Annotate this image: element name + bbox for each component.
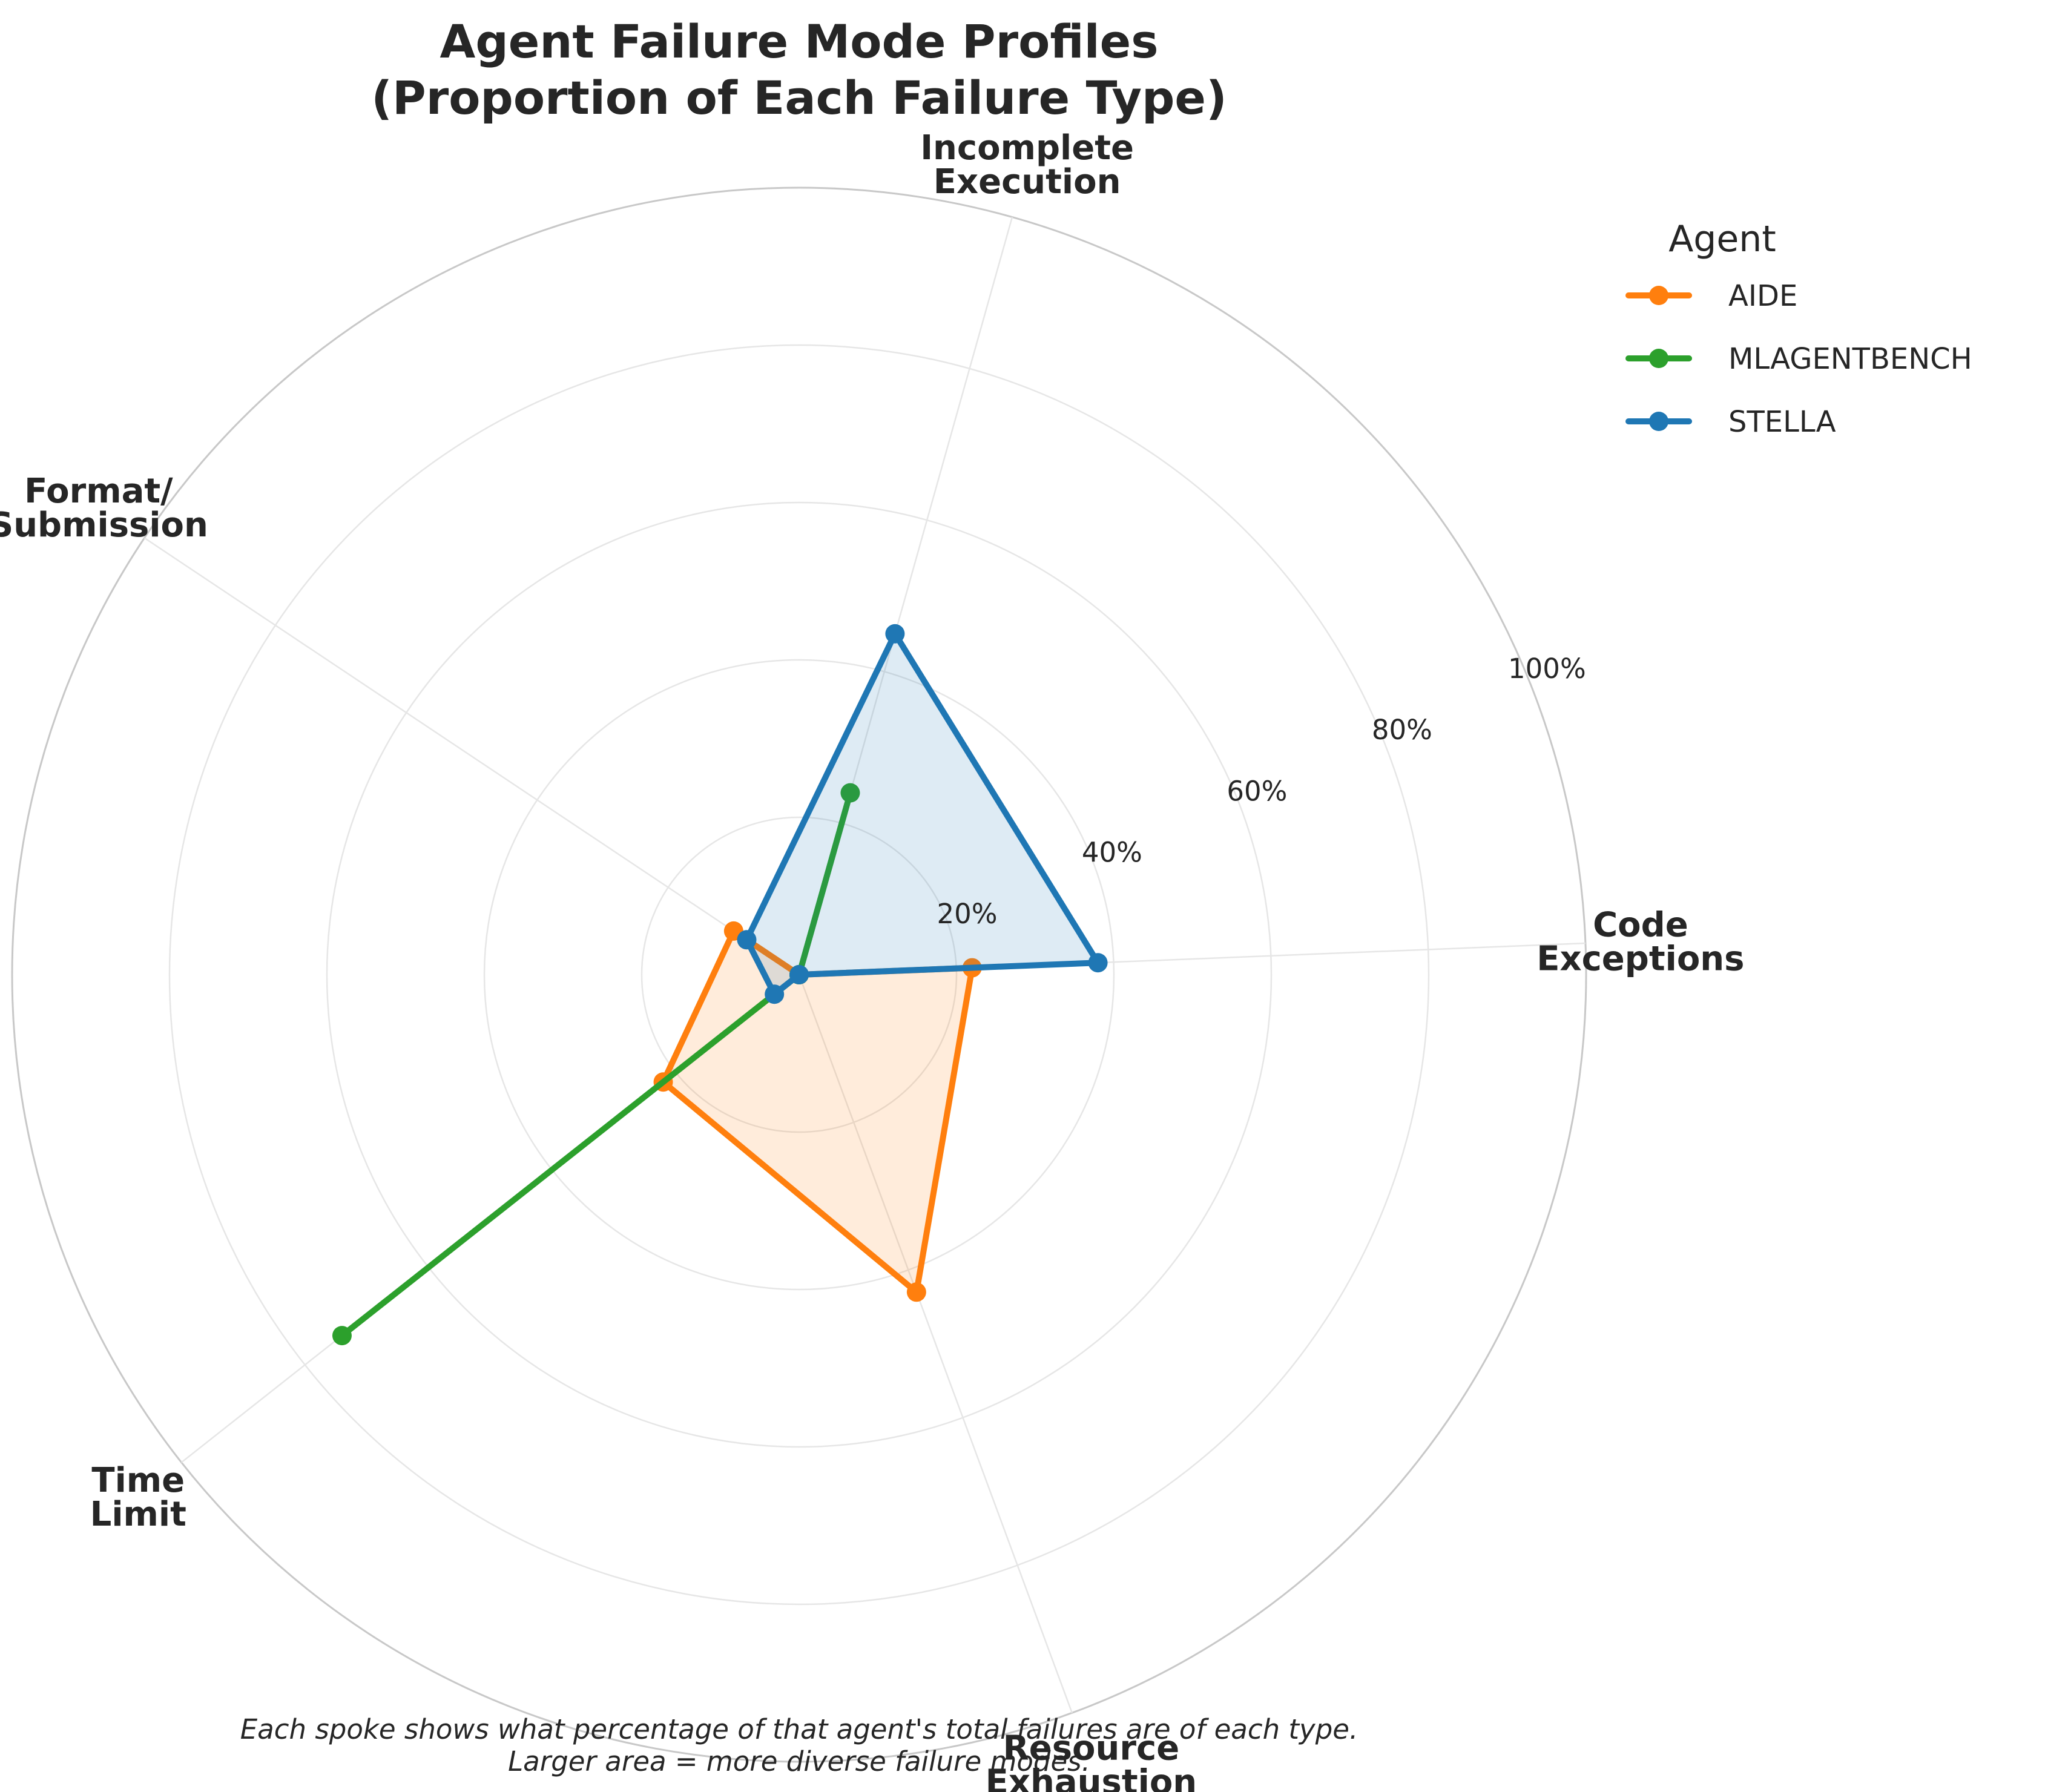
- data-point: [737, 930, 757, 950]
- axis-label-line: Resource: [1003, 1729, 1180, 1768]
- axis-label-line: Submission: [0, 506, 208, 545]
- data-point: [789, 965, 809, 984]
- footnote: Each spoke shows what percentage of that…: [240, 1713, 1358, 1777]
- axis-labels: Code Exceptions Incomplete Execution Format/…: [0, 128, 1745, 1792]
- axis-label-line: Incomplete: [920, 128, 1134, 168]
- axis-label: Time Limit: [90, 1461, 186, 1534]
- radial-tick-label: 60%: [1227, 775, 1287, 807]
- series-aide: [653, 921, 982, 1302]
- legend-label: AIDE: [1728, 279, 1797, 313]
- legend-marker: [1649, 412, 1668, 431]
- axis-label: Format/Submission: [0, 472, 208, 545]
- radial-tick-label: 100%: [1508, 653, 1586, 685]
- legend-label: STELLA: [1728, 405, 1836, 439]
- axis-label-line: Exhaustion: [986, 1763, 1197, 1792]
- radar-outer-ring: [11, 186, 1587, 1763]
- legend-label: MLAGENTBENCH: [1728, 342, 1972, 376]
- series-line: [743, 630, 1101, 998]
- footnote-line-2: Larger area = more diverse failure modes…: [508, 1745, 1090, 1777]
- chart-title-line-2: (Proportion of Each Failure Type): [371, 71, 1227, 125]
- radial-tick-labels: 20% 40% 60% 80% 100%: [937, 653, 1586, 930]
- axis-label-line: Time: [91, 1461, 185, 1500]
- legend-item-aide: AIDE: [1625, 279, 1797, 313]
- radial-tick-label: 40%: [1082, 837, 1142, 869]
- radar-grid-ring: [326, 501, 1273, 1448]
- axis-label-line: Code: [1593, 905, 1688, 944]
- radar-grid-ring: [641, 816, 958, 1133]
- legend-marker: [1649, 349, 1668, 368]
- legend-item-stella: STELLA: [1625, 405, 1836, 439]
- radial-tick-label: 80%: [1372, 714, 1432, 746]
- footnote-line-1: Each spoke shows what percentage of that…: [240, 1713, 1358, 1745]
- series-area: [746, 633, 1098, 995]
- series-stella: [737, 624, 1108, 1004]
- radial-tick-label: 20%: [937, 898, 997, 930]
- data-point: [906, 1282, 926, 1302]
- data-point: [1088, 953, 1108, 973]
- radar-grid-ring: [168, 344, 1430, 1606]
- radar-grid: [11, 186, 1587, 1763]
- legend: Agent AIDE MLAGENTBENCH STELLA: [1625, 218, 1972, 439]
- data-point: [840, 783, 860, 803]
- axis-label: Resource Exhaustion: [986, 1729, 1197, 1792]
- axis-label-line: Limit: [90, 1495, 186, 1534]
- legend-title: Agent: [1668, 218, 1776, 260]
- legend-item-mlagentbench: MLAGENTBENCH: [1625, 342, 1972, 376]
- legend-marker: [1649, 286, 1668, 305]
- data-point: [885, 624, 905, 644]
- axis-label-line: Format/: [24, 472, 173, 511]
- chart-title: Agent Failure Mode Profiles (Proportion …: [371, 15, 1227, 125]
- radar-spoke: [143, 537, 800, 976]
- radar-grid-ring: [483, 659, 1115, 1291]
- radar-series: [332, 624, 1108, 1346]
- radar-spoke: [798, 974, 1073, 1713]
- axis-label: Code Exceptions: [1536, 905, 1744, 978]
- axis-label: Incomplete Execution: [920, 128, 1134, 202]
- axis-label-line: Execution: [934, 162, 1121, 202]
- data-point: [765, 984, 785, 1004]
- axis-label-line: Exceptions: [1536, 939, 1744, 978]
- chart-title-line-1: Agent Failure Mode Profiles: [440, 15, 1159, 68]
- data-point: [332, 1326, 352, 1346]
